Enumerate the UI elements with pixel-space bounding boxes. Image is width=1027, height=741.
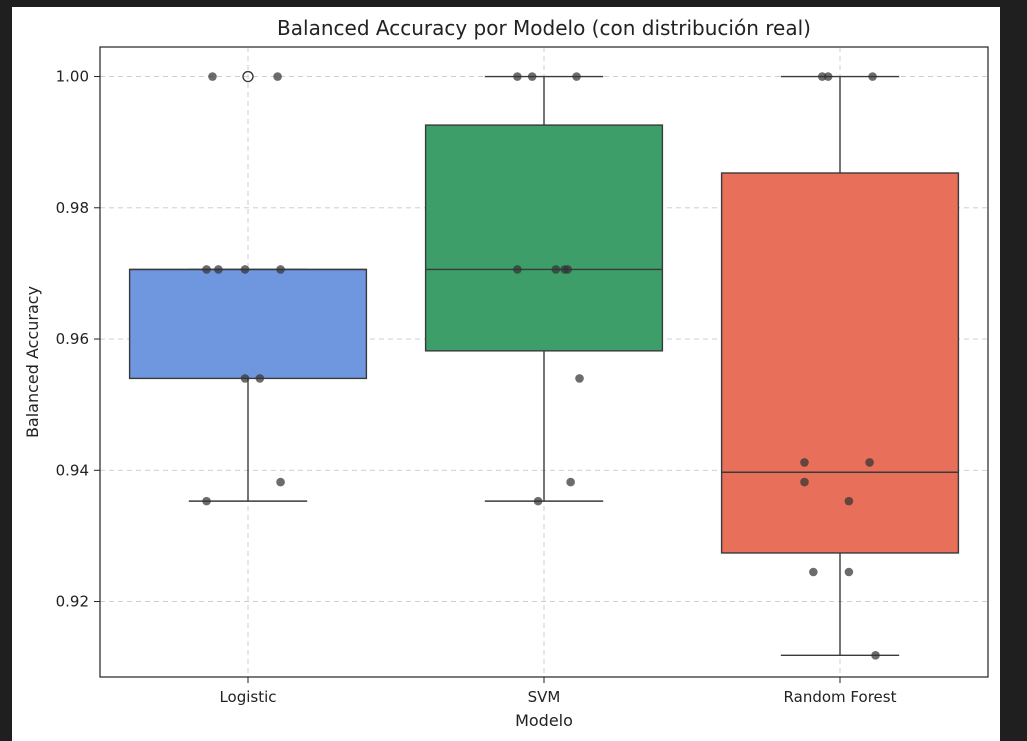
box-svm: [424, 124, 664, 352]
data-point-svm: [551, 265, 561, 274]
x-tick-label: Random Forest: [784, 688, 897, 706]
outlier-logistic: [242, 70, 254, 83]
data-point-random-forest: [868, 72, 877, 81]
data-point-logistic: [202, 496, 211, 506]
y-tick-label: 1.00: [56, 68, 89, 86]
point-layer: [202, 72, 880, 660]
data-point-logistic: [276, 265, 285, 274]
box-random-forest: [720, 172, 960, 554]
data-point-random-forest: [800, 458, 809, 467]
data-point-svm: [533, 496, 543, 506]
y-tick-label: 0.96: [56, 330, 89, 348]
data-point-svm: [527, 72, 537, 81]
data-point-random-forest: [809, 567, 818, 577]
data-point-svm: [566, 477, 575, 487]
data-point-random-forest: [817, 72, 827, 81]
data-point-logistic: [202, 265, 211, 274]
data-point-logistic: [240, 265, 250, 274]
x-tick-label: SVM: [528, 688, 561, 706]
y-tick-label: 0.94: [56, 461, 89, 479]
data-point-svm: [513, 265, 522, 274]
chart-title: Balanced Accuracy por Modelo (con distri…: [277, 16, 811, 40]
data-point-logistic: [273, 72, 282, 81]
data-point-svm: [572, 72, 581, 81]
data-point-random-forest: [865, 458, 874, 467]
y-tick-label: 0.98: [56, 199, 89, 217]
axis-layer: 0.92 0.94 0.96 0.98 1.00 Logistic SVM Random Fo…: [56, 68, 897, 706]
data-point-svm: [575, 374, 584, 383]
data-point-logistic: [240, 374, 250, 383]
data-point-random-forest: [844, 496, 854, 506]
chart-figure: 0.92 0.94 0.96 0.98 1.00 Logistic SVM Random Fo…: [12, 7, 1000, 741]
data-point-svm: [513, 72, 522, 81]
box-logistic: [128, 268, 368, 380]
data-point-logistic: [276, 477, 285, 487]
data-point-random-forest: [871, 651, 880, 660]
box-layer: [128, 70, 960, 657]
x-axis-title: Modelo: [515, 711, 573, 730]
y-axis-title: Balanced Accuracy: [23, 286, 42, 438]
data-point-logistic: [208, 72, 217, 81]
data-point-random-forest: [823, 72, 833, 81]
data-point-logistic: [255, 374, 265, 383]
x-tick-label: Logistic: [219, 688, 276, 706]
box-plot-chart: 0.92 0.94 0.96 0.98 1.00 Logistic SVM Random Fo…: [23, 16, 989, 730]
y-tick-label: 0.92: [56, 593, 89, 611]
data-point-logistic: [214, 265, 223, 274]
data-point-svm: [563, 265, 572, 274]
data-point-random-forest: [844, 567, 854, 577]
data-point-random-forest: [800, 477, 809, 487]
